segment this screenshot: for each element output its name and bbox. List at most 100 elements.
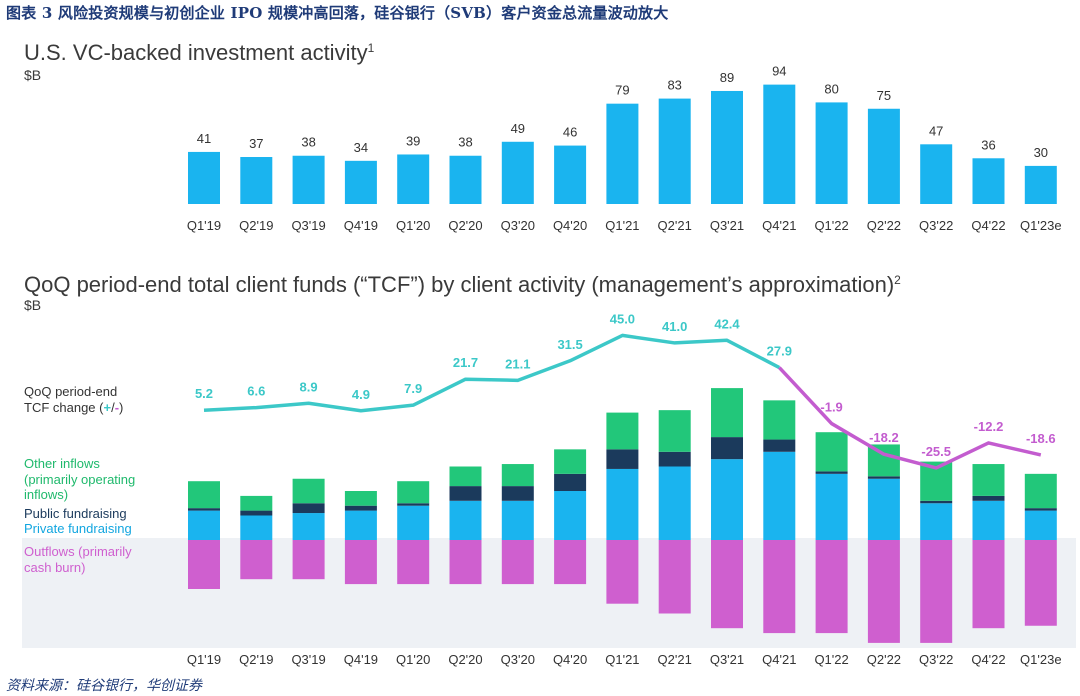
- top-x-tick: Q1'22: [814, 218, 848, 233]
- vc-bar-value: 38: [458, 135, 472, 150]
- tcf-change-label: 42.4: [714, 316, 740, 331]
- top-x-tick: Q1'20: [396, 218, 430, 233]
- vc-bar-value: 79: [615, 83, 629, 98]
- vc-bar: [554, 145, 587, 204]
- vc-bar-value: 36: [981, 137, 995, 152]
- private-fundraising-segment: [240, 515, 273, 540]
- tcf-change-label: 7.9: [404, 381, 422, 396]
- tcf-change-label: -18.2: [869, 430, 899, 445]
- tcf-change-label: -12.2: [974, 419, 1004, 434]
- bottom-x-axis: Q1'19 Q2'19 Q3'19 Q4'19 Q1'20 Q2'20 Q3'20 Q4'20…: [187, 652, 1062, 667]
- bottom-x-tick: Q1'22: [814, 652, 848, 667]
- other-inflows-segment: [292, 478, 325, 504]
- bottom-x-tick: Q2'21: [658, 652, 692, 667]
- public-fundraising-segment: [763, 439, 796, 452]
- other-inflows-segment: [397, 481, 430, 504]
- vc-bar-value: 30: [1034, 145, 1048, 160]
- vc-bar-value: 34: [354, 140, 368, 155]
- other-inflows-segment: [1024, 473, 1057, 509]
- bottom-x-tick: Q4'21: [762, 652, 796, 667]
- vc-bar-value: 47: [929, 123, 943, 138]
- vc-bar-value: 39: [406, 133, 420, 148]
- top-x-axis: Q1'19 Q2'19 Q3'19 Q4'19 Q1'20 Q2'20 Q3'20 Q4'20…: [187, 218, 1062, 233]
- top-x-tick: Q4'21: [762, 218, 796, 233]
- private-fundraising-segment: [501, 500, 534, 540]
- outflow-zone-shade: [22, 538, 1076, 648]
- tcf-change-line: [203, 333, 1042, 470]
- private-fundraising-segment: [920, 503, 953, 540]
- tcf-change-label: 6.6: [247, 384, 265, 399]
- other-inflows-segment: [344, 491, 377, 506]
- line-series-label-2: TCF change (+/-): [24, 400, 123, 415]
- public-fundraising-segment: [711, 437, 743, 460]
- public-fundraising-segment: [449, 486, 482, 501]
- outflows-segment: [344, 540, 377, 585]
- bottom-x-tick: Q4'20: [553, 652, 587, 667]
- bottom-chart-title: QoQ period-end total client funds (“TCF”…: [24, 272, 901, 297]
- public-fundraising-segment: [867, 476, 900, 479]
- vc-bar: [972, 158, 1005, 204]
- legend-outflows-2: cash burn): [24, 560, 85, 575]
- vc-bar: [501, 141, 534, 204]
- top-x-tick: Q4'19: [344, 218, 378, 233]
- public-fundraising-segment: [920, 500, 953, 504]
- top-x-tick: Q4'20: [553, 218, 587, 233]
- bottom-x-tick: Q1'20: [396, 652, 430, 667]
- public-fundraising-segment: [344, 505, 377, 511]
- vc-bar: [606, 103, 639, 204]
- vc-bar-value: 38: [301, 135, 315, 150]
- vc-bar: [711, 90, 743, 204]
- legend-outflows-1: Outflows (primarily: [24, 544, 132, 559]
- vc-bar: [240, 157, 273, 204]
- figure-title: 图表 3 风险投资规模与初创企业 IPO 规模冲高回落，硅谷银行（SVB）客户资…: [6, 4, 669, 22]
- top-chart-title: U.S. VC-backed investment activity1: [24, 40, 375, 65]
- public-fundraising-segment: [501, 486, 534, 501]
- private-fundraising-segment: [1024, 510, 1057, 540]
- tcf-change-label: 8.9: [300, 379, 318, 394]
- outflows-segment: [292, 540, 325, 580]
- bottom-x-tick: Q4'22: [971, 652, 1005, 667]
- outflows-segment: [1024, 540, 1057, 626]
- top-x-tick: Q3'22: [919, 218, 953, 233]
- tcf-change-label: 27.9: [767, 344, 792, 359]
- top-x-tick: Q2'22: [867, 218, 901, 233]
- vc-bar-value: 37: [249, 136, 263, 151]
- other-inflows-segment: [240, 495, 273, 511]
- legend-other-inflows-3: inflows): [24, 487, 68, 502]
- legend-other-inflows-2: (primarily operating: [24, 472, 135, 487]
- other-inflows-segment: [711, 388, 743, 438]
- line-series-label: QoQ period-end: [24, 384, 117, 399]
- bottom-x-tick: Q1'21: [605, 652, 639, 667]
- vc-bar: [815, 102, 848, 204]
- top-x-tick: Q1'23e: [1020, 218, 1062, 233]
- vc-bar: [763, 84, 796, 204]
- outflows-segment: [763, 540, 796, 634]
- vc-bar: [658, 98, 691, 204]
- bottom-chart-unit: $B: [24, 297, 41, 313]
- other-inflows-segment: [763, 400, 796, 440]
- private-fundraising-segment: [763, 451, 796, 540]
- public-fundraising-segment: [658, 451, 691, 467]
- outflows-segment: [501, 540, 534, 585]
- public-fundraising-segment: [397, 503, 430, 506]
- vc-bar: [188, 151, 220, 204]
- private-fundraising-segment: [815, 473, 848, 540]
- other-inflows-segment: [815, 432, 848, 472]
- legend-private-fundraising: Private fundraising: [24, 521, 132, 536]
- top-x-tick: Q4'22: [971, 218, 1005, 233]
- outflows-segment: [188, 540, 220, 589]
- tcf-change-label: -1.9: [820, 400, 842, 415]
- bottom-x-tick: Q4'19: [344, 652, 378, 667]
- vc-bar-value: 94: [772, 64, 786, 79]
- legend-other-inflows-1: Other inflows: [24, 456, 100, 471]
- source-note: 资料来源：硅谷银行，华创证券: [6, 678, 202, 694]
- public-fundraising-segment: [240, 510, 273, 516]
- tcf-change-label: 4.9: [352, 387, 370, 402]
- vc-bar-value: 75: [877, 88, 891, 103]
- bottom-x-tick: Q2'22: [867, 652, 901, 667]
- public-fundraising-segment: [554, 473, 587, 491]
- top-x-tick: Q2'19: [239, 218, 273, 233]
- top-x-tick: Q1'19: [187, 218, 221, 233]
- top-x-tick: Q2'20: [448, 218, 482, 233]
